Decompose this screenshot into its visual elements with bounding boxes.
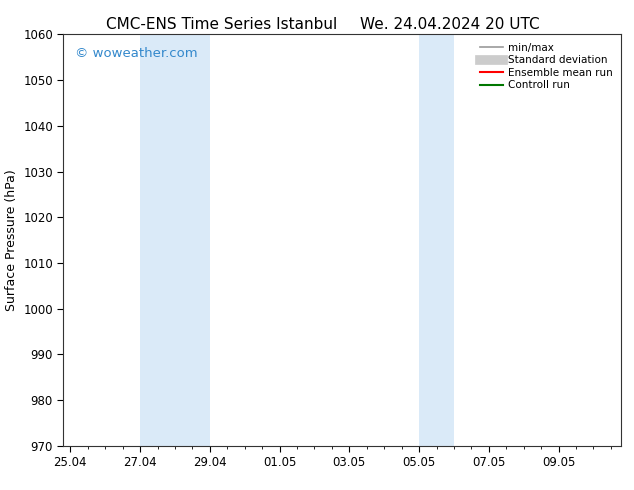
Bar [140, 34, 210, 446]
Text: © woweather.com: © woweather.com [75, 47, 197, 60]
Text: CMC-ENS Time Series Istanbul: CMC-ENS Time Series Istanbul [107, 17, 337, 32]
Y-axis label: Surface Pressure (hPa): Surface Pressure (hPa) [4, 169, 18, 311]
Bar [419, 34, 454, 446]
Legend: min/max, Standard deviation, Ensemble mean run, Controll run: min/max, Standard deviation, Ensemble me… [477, 40, 616, 94]
Text: We. 24.04.2024 20 UTC: We. 24.04.2024 20 UTC [360, 17, 540, 32]
